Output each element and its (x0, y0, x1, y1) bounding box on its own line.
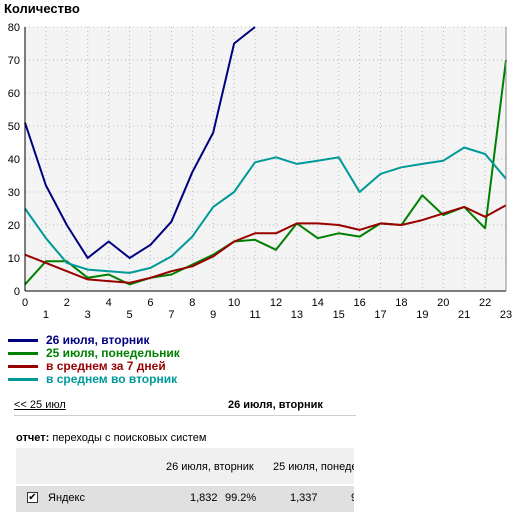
row-value-previous: 1,337 (290, 492, 318, 504)
legend-item-series-2: 25 июля, понедельник (8, 345, 180, 360)
current-date-label: 26 июля, вторник (228, 399, 323, 411)
y-tick-label: 80 (8, 22, 20, 34)
date-navigation: << 25 июл 26 июля, вторник (14, 399, 356, 416)
x-tick-label: 8 (189, 297, 195, 309)
series-line-3 (24, 204, 507, 284)
legend-item-series-1: 26 июля, вторник (8, 332, 180, 347)
series-layer (24, 26, 507, 286)
x-tick-label: 5 (127, 309, 133, 321)
x-tick-label: 2 (64, 297, 70, 309)
x-tick-label: 17 (374, 309, 386, 321)
row-percent-previous: 9 (351, 492, 354, 504)
y-tick-label: 20 (8, 220, 20, 232)
legend-label: 25 июля, понедельник (46, 345, 180, 360)
legend-item-series-4: в среднем во вторник (8, 371, 180, 386)
grid-lines (24, 26, 507, 292)
table-header: 26 июля, вторник 25 июля, понеде (16, 448, 354, 484)
x-tick-label: 18 (395, 297, 407, 309)
x-tick-label: 6 (147, 297, 153, 309)
stats-table: 26 июля, вторник 25 июля, понеде ✔ Яндек… (16, 448, 354, 515)
x-tick-label: 22 (479, 297, 491, 309)
x-tick-label: 12 (270, 297, 282, 309)
legend-swatch (8, 377, 38, 381)
column-header-current: 26 июля, вторник (166, 461, 254, 473)
legend-label: в среднем во вторник (46, 371, 178, 386)
x-tick-label: 3 (85, 309, 91, 321)
x-tick-label: 9 (210, 309, 216, 321)
x-tick-label: 1 (43, 309, 49, 321)
x-tick-label: 19 (416, 309, 428, 321)
legend-swatch (8, 338, 38, 342)
legend-label: в среднем за 7 дней (46, 358, 166, 373)
report-line: отчет: переходы с поисковых систем (16, 432, 206, 444)
x-tick-label: 15 (333, 309, 345, 321)
x-tick-label: 16 (353, 297, 365, 309)
row-percent-current: 99.2% (225, 492, 257, 504)
table-row: ✔ Яндекс 1,832 99.2% 1,337 9 (16, 486, 354, 512)
series-line-4 (24, 146, 507, 274)
x-tick-label: 10 (228, 297, 240, 309)
y-tick-label: 10 (8, 253, 20, 265)
series-line-1 (24, 26, 256, 259)
chart-title: Количество (4, 1, 80, 16)
x-tick-label: 11 (249, 309, 260, 321)
legend-swatch (8, 364, 38, 368)
prev-day-link[interactable]: << 25 июл (14, 399, 66, 411)
x-tick-label: 4 (106, 297, 112, 309)
x-tick-label: 0 (22, 297, 28, 309)
y-tick-label: 60 (8, 88, 20, 100)
legend-swatch (8, 351, 38, 355)
series-line-2 (24, 59, 507, 286)
x-tick-label: 13 (291, 309, 303, 321)
x-tick-label: 14 (312, 297, 324, 309)
legend-item-series-3: в среднем за 7 дней (8, 358, 180, 373)
x-tick-label: 7 (168, 309, 174, 321)
legend: 26 июля, вторник 25 июля, понедельник в … (8, 332, 180, 386)
axes (24, 27, 507, 292)
y-tick-label: 30 (8, 187, 20, 199)
y-tick-label: 70 (8, 55, 20, 67)
x-tick-label: 21 (458, 309, 470, 321)
y-tick-label: 40 (8, 154, 20, 166)
y-tick-label: 50 (8, 121, 20, 133)
row-value-current: 1,832 (190, 492, 218, 504)
x-tick-label: 20 (437, 297, 449, 309)
report-label: отчет: (16, 432, 50, 444)
row-name: Яндекс (48, 492, 85, 504)
y-tick-label: 0 (14, 286, 20, 298)
legend-label: 26 июля, вторник (46, 332, 150, 347)
column-header-previous: 25 июля, понеде (273, 461, 354, 473)
x-tick-label: 23 (500, 309, 512, 321)
report-value: переходы с поисковых систем (52, 432, 207, 444)
row-checkbox[interactable]: ✔ (27, 492, 38, 503)
y-tick-labels: 0 10 20 30 40 50 60 70 80 (8, 22, 20, 298)
